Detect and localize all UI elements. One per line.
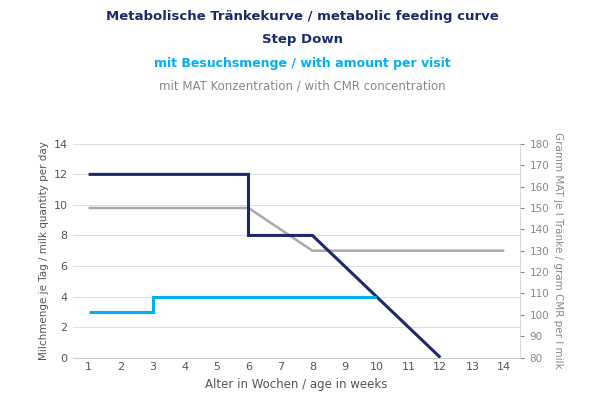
Y-axis label: Gramm MAT je l Tränke / gram CMR per l milk: Gramm MAT je l Tränke / gram CMR per l m… bbox=[553, 132, 563, 369]
Text: Metabolische Tränkekurve / metabolic feeding curve: Metabolische Tränkekurve / metabolic fee… bbox=[106, 10, 499, 23]
Text: mit MAT Konzentration / with CMR concentration: mit MAT Konzentration / with CMR concent… bbox=[159, 80, 446, 93]
Text: Step Down: Step Down bbox=[262, 33, 343, 46]
Text: mit Besuchsmenge / with amount per visit: mit Besuchsmenge / with amount per visit bbox=[154, 57, 451, 70]
Y-axis label: Milchmenge je Tag / milk quantity per day: Milchmenge je Tag / milk quantity per da… bbox=[39, 141, 50, 360]
X-axis label: Alter in Wochen / age in weeks: Alter in Wochen / age in weeks bbox=[205, 378, 388, 391]
